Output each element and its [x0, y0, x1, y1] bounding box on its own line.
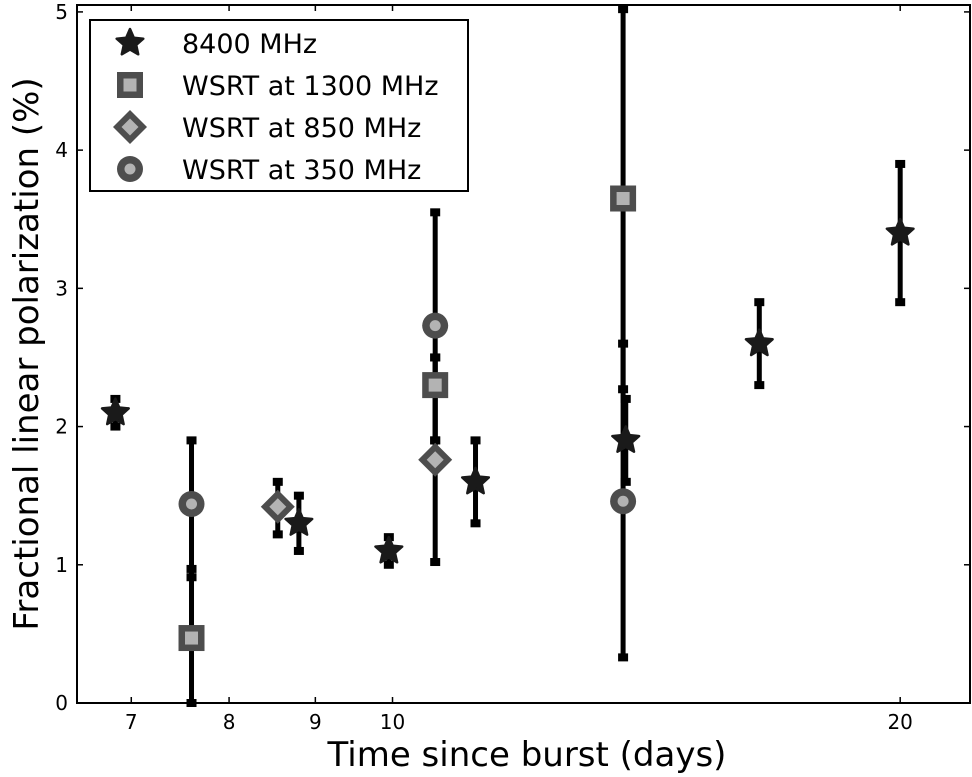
- errorcap-low-s0-p1: [293, 546, 304, 555]
- point-square-s1-p0: [178, 625, 205, 652]
- point-star-s0-p3: [460, 466, 491, 495]
- errorcap-high-s0-p5: [754, 298, 765, 307]
- legend-label-3: WSRT at 350 MHz: [182, 155, 421, 186]
- y-tick-label-3: 3: [55, 276, 68, 300]
- y-tick-label-2: 2: [55, 415, 68, 439]
- legend-marker-circle-inner: [124, 163, 136, 175]
- point-square-s1-p0-inner: [185, 631, 199, 645]
- errorcap-low-s0-p5: [754, 381, 765, 390]
- errorcap-high-s0-p1: [293, 491, 304, 500]
- legend-label-0: 8400 MHz: [182, 29, 317, 60]
- point-star-s0-p6: [885, 217, 915, 246]
- errorcap-low-s0-p3: [470, 519, 481, 528]
- point-circle-s3-p2: [610, 488, 637, 515]
- point-star-s0-p4: [611, 425, 641, 453]
- x-tick-label-3: 10: [380, 710, 405, 734]
- errorcap-low-s2-p0: [272, 530, 283, 539]
- legend-marker-star: [115, 27, 145, 56]
- errorcap-high-s2-p0: [272, 477, 283, 486]
- y-axis-label: Fractional linear polarization (%): [7, 77, 47, 630]
- legend-marker-diamond-inner: [121, 118, 139, 136]
- legend-label-1: WSRT at 1300 MHz: [182, 71, 439, 102]
- errorcap-low-s3-p1: [430, 436, 441, 445]
- errorcap-high-s0-p6: [895, 159, 906, 168]
- legend: 8400 MHz WSRT at 1300 MHz WSRT at 850 MHz W…: [89, 19, 469, 192]
- plot-frame: [76, 4, 971, 704]
- point-square-s1-p1: [422, 372, 449, 399]
- legend-marker-square-inner: [123, 78, 137, 92]
- point-diamond-s2-p0: [260, 489, 295, 524]
- legend-marker-diamond: [113, 110, 147, 144]
- x-tick-label-1: 8: [223, 710, 236, 734]
- point-diamond-s2-p1: [418, 442, 453, 477]
- point-circle-s3-p2-inner: [617, 495, 629, 507]
- errorcap-high-s3-p2: [618, 339, 629, 348]
- point-square-s1-p2: [610, 185, 637, 212]
- point-star-s0-p1: [284, 508, 314, 536]
- error-bars: [110, 5, 906, 707]
- errorcap-low-s0-p6: [895, 298, 906, 307]
- point-star-s0-p0: [100, 397, 130, 426]
- point-circle-s3-p1: [422, 312, 449, 339]
- y-tick-label-4: 4: [55, 138, 68, 162]
- legend-label-2: WSRT at 850 MHz: [182, 113, 421, 144]
- errorcap-high-s0-p4: [620, 394, 631, 403]
- errorcap-low-s0-p0: [110, 422, 121, 431]
- point-star-s0-p5: [744, 328, 774, 357]
- errorcap-low-s2-p1: [430, 558, 441, 567]
- point-square-s1-p2-inner: [616, 192, 630, 206]
- y-tick-label-5: 5: [55, 0, 68, 24]
- errorcap-high-s1-p2: [618, 5, 629, 14]
- errorcap-high-s3-p0: [186, 436, 197, 445]
- errorcap-low-s3-p2: [618, 653, 629, 662]
- legend-marker-circle: [117, 156, 143, 182]
- errorcap-high-s3-p1: [430, 208, 441, 217]
- x-tick-label-4: 20: [887, 710, 912, 734]
- point-circle-s3-p1-inner: [429, 320, 441, 332]
- point-circle-s3-p0: [178, 490, 205, 517]
- legend-box: [89, 19, 469, 192]
- point-diamond-s2-p1-inner: [426, 451, 444, 469]
- point-diamond-s2-p0-inner: [269, 498, 287, 516]
- x-tick-label-2: 9: [309, 710, 322, 734]
- y-tick-label-1: 1: [55, 553, 68, 577]
- y-tick-label-0: 0: [55, 691, 68, 715]
- errorcap-high-s0-p3: [470, 436, 481, 445]
- legend-marker-square: [117, 72, 143, 98]
- x-tick-label-0: 7: [125, 710, 138, 734]
- x-axis-label: Time since burst (days): [327, 735, 727, 775]
- point-circle-s3-p0-inner: [186, 498, 198, 510]
- errorcap-low-s3-p0: [186, 573, 197, 582]
- data-markers: [100, 185, 915, 652]
- point-square-s1-p1-inner: [428, 378, 442, 392]
- errorcap-low-s0-p4: [620, 477, 631, 486]
- point-star-s0-p2: [374, 535, 404, 564]
- axis-ticks: 7 8 9 10 20 0 1 2 3 4 5: [55, 0, 970, 734]
- errorcap-low-s0-p2: [383, 560, 394, 569]
